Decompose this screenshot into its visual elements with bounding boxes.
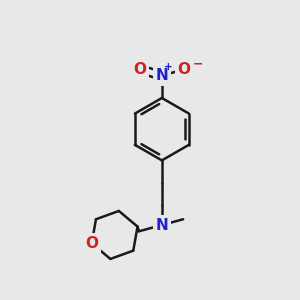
Text: +: + (164, 62, 173, 72)
Text: O: O (178, 62, 191, 77)
Text: O: O (85, 236, 98, 251)
Text: −: − (193, 57, 204, 70)
Text: O: O (133, 62, 146, 77)
Text: N: N (155, 68, 168, 83)
Text: N: N (155, 218, 168, 232)
